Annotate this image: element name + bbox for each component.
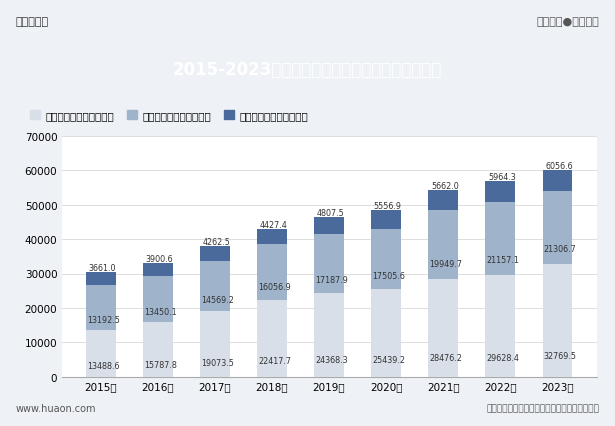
Text: 21306.7: 21306.7 bbox=[544, 245, 576, 253]
Bar bbox=[200, 311, 229, 377]
Text: 5556.9: 5556.9 bbox=[373, 201, 402, 210]
Text: 17187.9: 17187.9 bbox=[315, 275, 348, 285]
Text: 25439.2: 25439.2 bbox=[372, 355, 405, 364]
Bar bbox=[485, 182, 515, 202]
Text: 22417.7: 22417.7 bbox=[258, 357, 291, 366]
Text: 29628.4: 29628.4 bbox=[486, 353, 519, 362]
Bar bbox=[485, 275, 515, 377]
Text: 3661.0: 3661.0 bbox=[89, 264, 116, 273]
Bar bbox=[143, 323, 173, 377]
Bar bbox=[257, 300, 287, 377]
Bar bbox=[86, 331, 116, 377]
Text: 19073.5: 19073.5 bbox=[201, 358, 234, 367]
Bar bbox=[542, 170, 572, 191]
Bar bbox=[371, 210, 401, 229]
Text: 17505.6: 17505.6 bbox=[372, 271, 405, 280]
Text: 专业严谨●客观科学: 专业严谨●客观科学 bbox=[537, 17, 600, 27]
Text: 5662.0: 5662.0 bbox=[431, 182, 459, 191]
Text: 14569.2: 14569.2 bbox=[201, 295, 234, 304]
Text: 16056.9: 16056.9 bbox=[258, 283, 291, 292]
Bar bbox=[485, 202, 515, 275]
Text: 4262.5: 4262.5 bbox=[202, 238, 230, 247]
Bar bbox=[257, 245, 287, 300]
Text: 4427.4: 4427.4 bbox=[260, 221, 287, 230]
Text: 3900.6: 3900.6 bbox=[146, 254, 173, 263]
Text: 24368.3: 24368.3 bbox=[315, 355, 347, 364]
Text: 4807.5: 4807.5 bbox=[317, 209, 344, 218]
Bar bbox=[429, 279, 458, 377]
Bar bbox=[542, 265, 572, 377]
Text: 5964.3: 5964.3 bbox=[488, 173, 516, 182]
Bar bbox=[371, 290, 401, 377]
Text: 华经情报网: 华经情报网 bbox=[15, 17, 49, 27]
Text: 32769.5: 32769.5 bbox=[544, 351, 576, 360]
Text: 19949.7: 19949.7 bbox=[429, 260, 462, 269]
Text: 6056.6: 6056.6 bbox=[546, 161, 573, 170]
Bar bbox=[143, 263, 173, 276]
Bar bbox=[200, 261, 229, 311]
Bar bbox=[429, 210, 458, 279]
Bar bbox=[429, 191, 458, 210]
Bar bbox=[542, 191, 572, 265]
Legend: 第三产业增加值（亿元）, 第二产业增加值（亿元）, 第一产业增加值（亿元）: 第三产业增加值（亿元）, 第二产业增加值（亿元）, 第一产业增加值（亿元） bbox=[30, 111, 308, 121]
Text: 28476.2: 28476.2 bbox=[429, 353, 462, 363]
Text: 数据来源：四川省统计局；华经产业研究院整理: 数据来源：四川省统计局；华经产业研究院整理 bbox=[486, 403, 600, 412]
Bar bbox=[314, 234, 344, 293]
Bar bbox=[314, 293, 344, 377]
Text: 13192.5: 13192.5 bbox=[87, 315, 119, 324]
Bar bbox=[314, 218, 344, 234]
Text: 21157.1: 21157.1 bbox=[486, 255, 519, 264]
Bar bbox=[86, 273, 116, 285]
Bar bbox=[200, 247, 229, 261]
Bar bbox=[143, 276, 173, 323]
Bar bbox=[371, 229, 401, 290]
Text: 15787.8: 15787.8 bbox=[144, 360, 177, 369]
Bar bbox=[86, 285, 116, 331]
Bar bbox=[257, 230, 287, 245]
Text: 13488.6: 13488.6 bbox=[87, 361, 119, 370]
Text: www.huaon.com: www.huaon.com bbox=[15, 403, 96, 413]
Text: 2015-2023年四川省第一、第二及第三产业增加值: 2015-2023年四川省第一、第二及第三产业增加值 bbox=[173, 61, 442, 79]
Text: 13450.1: 13450.1 bbox=[144, 307, 177, 316]
